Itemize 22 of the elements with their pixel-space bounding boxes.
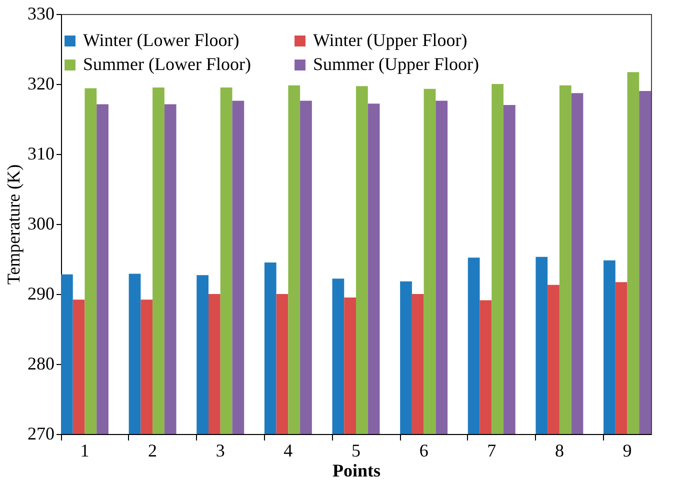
x-axis-title: Points xyxy=(332,460,381,480)
y-tick-label: 300 xyxy=(28,214,54,234)
x-tick-label: 3 xyxy=(216,440,225,460)
legend-label: Summer (Lower Floor) xyxy=(83,54,251,74)
y-tick-label: 270 xyxy=(28,424,54,444)
y-tick-label: 290 xyxy=(28,284,54,304)
x-tick-label: 8 xyxy=(554,440,564,460)
y-tick-label: 320 xyxy=(28,74,54,94)
legend-label: Summer (Upper Floor) xyxy=(313,54,479,74)
y-tick-label: 330 xyxy=(28,4,54,24)
legend-label: Winter (Upper Floor) xyxy=(313,30,468,50)
y-axis-title: Temperature (K) xyxy=(4,164,24,285)
x-tick-label: 1 xyxy=(80,440,90,460)
legend-label: Winter (Lower Floor) xyxy=(83,30,240,50)
x-tick-label: 7 xyxy=(487,440,496,460)
x-tick-label: 5 xyxy=(352,440,360,460)
x-tick-label: 6 xyxy=(419,440,428,460)
x-tick-label: 4 xyxy=(284,440,293,460)
y-tick-label: 310 xyxy=(28,144,54,164)
x-tick-label: 9 xyxy=(622,440,632,460)
x-tick-label: 2 xyxy=(148,440,158,460)
y-tick-label: 280 xyxy=(28,354,54,374)
